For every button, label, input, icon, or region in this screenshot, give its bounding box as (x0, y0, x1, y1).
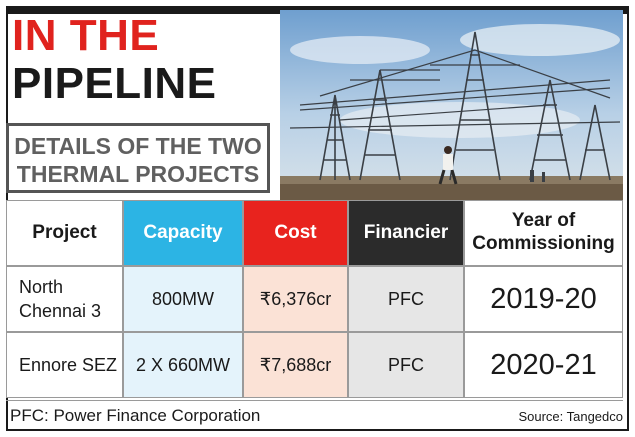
header-year: Year of Commissioning (464, 200, 623, 266)
subheading-box: DETAILS OF THE TWO THERMAL PROJECTS (6, 123, 270, 193)
footer-divider (6, 400, 623, 401)
transmission-towers-photo (280, 10, 623, 200)
cell-project: North Chennai 3 (6, 266, 123, 332)
cell-cost: ₹7,688cr (243, 332, 348, 398)
cell-project: Ennore SEZ (6, 332, 123, 398)
cell-financier: PFC (348, 332, 464, 398)
subheading-line-2: THERMAL PROJECTS (16, 161, 260, 187)
worker-figure (438, 146, 458, 185)
headline-line-2: PIPELINE (12, 59, 217, 108)
cell-capacity: 800MW (123, 266, 243, 332)
cell-financier: PFC (348, 266, 464, 332)
cell-capacity: 2 X 660MW (123, 332, 243, 398)
subheading-line-1: DETAILS OF THE TWO (14, 133, 262, 159)
source-credit: Source: Tangedco (518, 409, 623, 424)
header-cost: Cost (243, 200, 348, 266)
header-project: Project (6, 200, 123, 266)
header-capacity: Capacity (123, 200, 243, 266)
footnote: PFC: Power Finance Corporation (10, 406, 261, 425)
headline-line-1: IN THE (12, 11, 160, 60)
cell-year: 2020-21 (464, 332, 623, 398)
cell-cost: ₹6,376cr (243, 266, 348, 332)
cell-year: 2019-20 (464, 266, 623, 332)
header-financier: Financier (348, 200, 464, 266)
